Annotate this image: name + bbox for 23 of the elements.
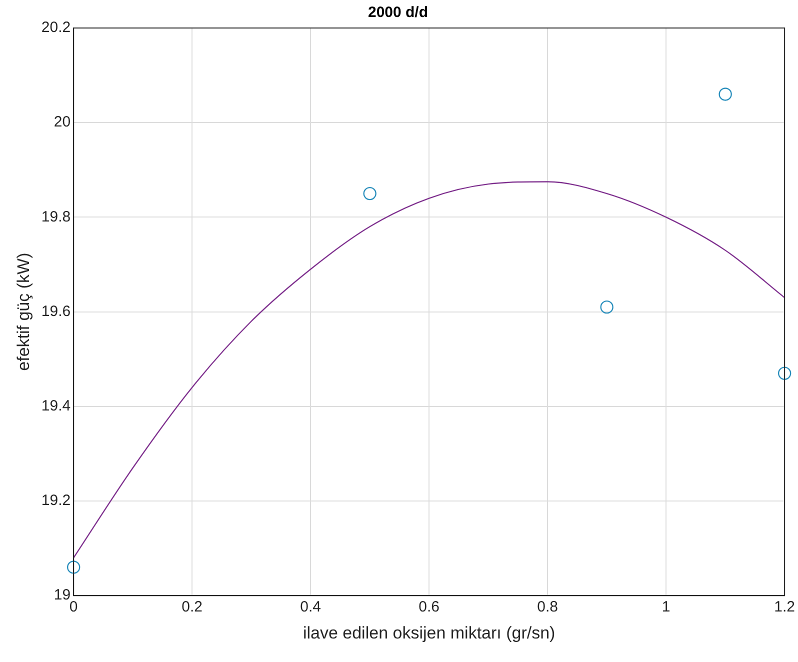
x-tick-label: 0.8 <box>537 598 558 616</box>
y-tick-label: 19.4 <box>41 398 71 415</box>
x-tick-label: 0.4 <box>300 598 322 616</box>
y-tick-label: 20 <box>54 114 71 131</box>
x-tick-label: 0.6 <box>418 598 440 616</box>
point <box>718 88 732 101</box>
y-tick-label: 19 <box>54 586 71 604</box>
y-tick-label: 19.8 <box>41 208 71 226</box>
y-tick-label: 19.6 <box>41 302 71 320</box>
x-axis-title: ilave edilen oksijen miktarı (gr/sn) <box>302 623 556 642</box>
x-tick-label: 0 <box>69 598 78 616</box>
chart-title: 2000 d/d <box>368 4 428 22</box>
y-tick-label: 20.2 <box>41 19 71 36</box>
x-tick-label: 1 <box>662 598 670 616</box>
point <box>66 560 80 574</box>
line-series <box>72 181 786 558</box>
y-axis-title: efektif güç (kW) <box>14 252 33 371</box>
x-tick-label: 1.2 <box>774 598 796 616</box>
point <box>363 186 376 200</box>
y-tick-label: 19.2 <box>41 492 71 510</box>
point <box>778 366 792 380</box>
x-tick-label: 0.2 <box>182 598 203 616</box>
point <box>600 300 614 314</box>
